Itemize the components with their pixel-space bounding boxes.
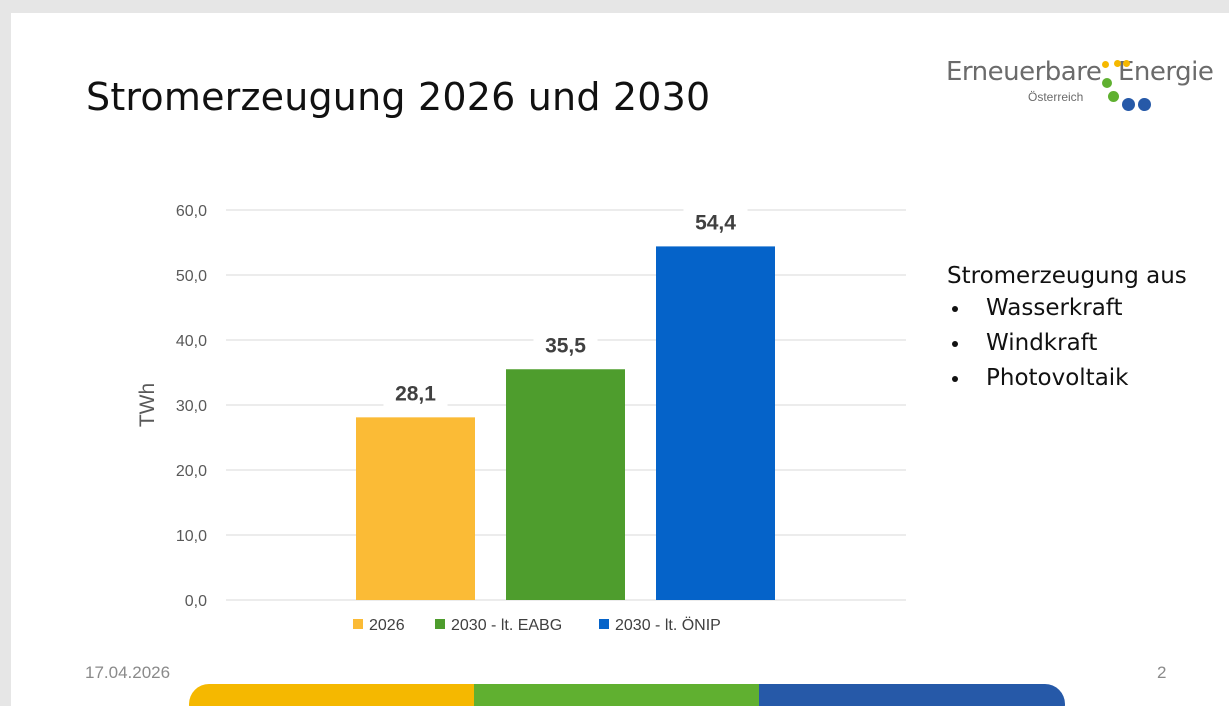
legend-swatch	[435, 619, 445, 629]
band-segment-yellow	[189, 684, 474, 706]
legend-label: 2030 - lt. EABG	[451, 617, 562, 634]
y-tick-label: 0,0	[185, 593, 207, 610]
legend-swatch	[599, 619, 609, 629]
bullet-item-windkraft: Windkraft	[947, 330, 1187, 356]
y-axis-ticks: 0,0 10,0 20,0 30,0 40,0 50,0 60,0	[176, 203, 207, 610]
y-tick-label: 40,0	[176, 333, 207, 350]
band-segment-green	[474, 684, 759, 706]
y-tick-label: 60,0	[176, 203, 207, 220]
legend-label: 2026	[369, 617, 405, 634]
bar	[506, 369, 625, 600]
y-axis-label: TWh	[136, 383, 159, 427]
decorative-color-band	[189, 684, 1065, 706]
y-tick-label: 50,0	[176, 268, 207, 285]
logo-dot	[1102, 61, 1109, 68]
bar	[656, 246, 775, 600]
logo-dot	[1102, 78, 1112, 88]
y-tick-label: 10,0	[176, 528, 207, 545]
logo-dot	[1123, 60, 1130, 67]
logo-dot	[1114, 60, 1121, 67]
chart-bars	[356, 246, 775, 600]
logo-dot	[1108, 91, 1119, 102]
logo-dot	[1138, 98, 1151, 111]
logo: Erneuerbare Energie Österreich	[946, 48, 1216, 118]
logo-word-erneuerbare: Erneuerbare	[946, 57, 1102, 87]
bar-chart: 0,0 10,0 20,0 30,0 40,0 50,0 60,0 TWh 28,1 35,5…	[136, 203, 906, 634]
bullet-heading: Stromerzeugung aus	[947, 263, 1187, 289]
data-label-background	[383, 377, 448, 408]
logo-dot	[1122, 98, 1135, 111]
band-segment-blue	[759, 684, 1065, 706]
y-tick-label: 20,0	[176, 463, 207, 480]
y-tick-label: 30,0	[176, 398, 207, 415]
data-label: 35,5	[545, 334, 586, 357]
data-label: 28,1	[395, 382, 436, 405]
bullet-list: Stromerzeugung aus Wasserkraft Windkraft…	[947, 263, 1187, 400]
bullet-item-photovoltaik: Photovoltaik	[947, 365, 1187, 391]
footer-date: 17.04.2026	[85, 663, 171, 682]
logo-subtitle: Österreich	[1028, 90, 1084, 104]
chart-data-labels: 28,1 35,5 54,4	[383, 206, 748, 408]
page-number: 2	[1157, 663, 1167, 682]
slide-title: Stromerzeugung 2026 und 2030	[86, 75, 711, 119]
legend-label: 2030 - lt. ÖNIP	[615, 616, 721, 634]
logo-word-energie: Energie	[1118, 57, 1214, 87]
chart-legend: 2026 2030 - lt. EABG 2030 - lt. ÖNIP	[353, 616, 721, 634]
slide: Stromerzeugung 2026 und 2030 Erneuerbare…	[11, 13, 1229, 706]
bullet-item-wasserkraft: Wasserkraft	[947, 295, 1187, 321]
data-label: 54,4	[695, 211, 736, 234]
bar	[356, 417, 475, 600]
legend-swatch	[353, 619, 363, 629]
data-label-background	[683, 206, 748, 237]
data-label-background	[533, 329, 598, 360]
